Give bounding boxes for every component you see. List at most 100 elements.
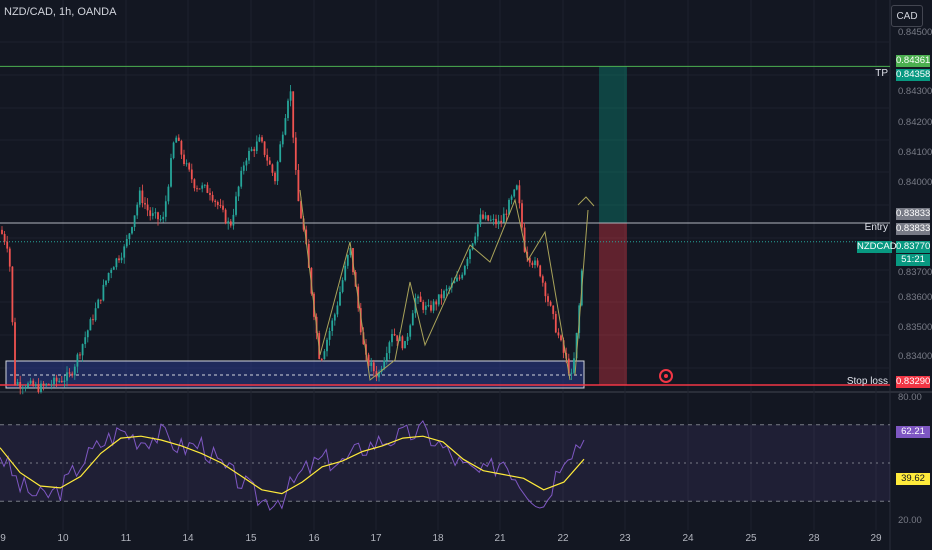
candle-body xyxy=(523,227,526,252)
candle-body xyxy=(547,296,549,302)
price-pane xyxy=(0,0,890,390)
candle-body xyxy=(528,257,531,263)
candle-body xyxy=(89,319,92,331)
candle-body xyxy=(263,141,266,155)
x-tick: 16 xyxy=(308,533,320,544)
candle-body xyxy=(476,224,479,237)
candle-body xyxy=(443,290,445,299)
candle-body xyxy=(430,305,432,311)
x-tick: 10 xyxy=(57,533,69,544)
candle-body xyxy=(172,142,175,159)
candle-body xyxy=(510,196,513,200)
tp-price-tag-2: 0.84358 xyxy=(896,69,931,81)
candle-body xyxy=(383,360,386,369)
candle-body xyxy=(284,118,287,135)
candle-body xyxy=(250,149,253,151)
candle-body xyxy=(268,160,271,165)
y-tick: 0.84300 xyxy=(898,86,932,97)
candle-body xyxy=(417,296,419,299)
candle-body xyxy=(560,335,562,341)
candle-body xyxy=(97,299,100,309)
candle-body xyxy=(66,372,68,381)
candle-body xyxy=(99,299,102,301)
candle-body xyxy=(495,218,497,225)
tp-price-tag: 0.84361 xyxy=(896,55,931,67)
currency-button[interactable]: CAD xyxy=(891,5,923,27)
candle-body xyxy=(232,214,235,226)
x-tick: 28 xyxy=(808,533,820,544)
candle-body xyxy=(120,257,123,261)
candle-body xyxy=(1,229,3,234)
candle-body xyxy=(167,186,170,202)
candle-body xyxy=(328,331,331,340)
candle-body xyxy=(206,184,209,193)
candle-body xyxy=(177,137,180,141)
candle-body xyxy=(362,332,365,345)
candle-body xyxy=(32,380,35,386)
candle-body xyxy=(292,91,295,138)
candle-body xyxy=(482,214,484,219)
candle-body xyxy=(437,294,440,305)
candle-body xyxy=(422,301,425,310)
candle-body xyxy=(229,221,232,226)
candle-body xyxy=(242,165,245,171)
candle-body xyxy=(162,216,165,220)
entry-price-tag-2: 0.83833 xyxy=(896,223,931,235)
rsi-tick: 20.00 xyxy=(898,515,922,526)
candle-body xyxy=(463,265,466,275)
candle-body xyxy=(159,219,162,221)
candle-body xyxy=(541,276,544,283)
candle-body xyxy=(536,260,539,266)
candle-body xyxy=(47,383,50,386)
candle-body xyxy=(136,204,139,216)
stop-loss-label: Stop loss xyxy=(846,376,888,387)
candle-body xyxy=(154,212,157,214)
candle-body xyxy=(133,215,136,228)
candle-body xyxy=(110,269,113,273)
candle-body xyxy=(404,341,406,349)
rsi-line xyxy=(0,419,585,511)
candle-body xyxy=(224,209,227,224)
candle-body xyxy=(297,169,300,202)
candle-body xyxy=(409,325,412,337)
rsi-ma-line xyxy=(0,435,585,495)
candle-body xyxy=(502,213,505,223)
candle-body xyxy=(183,154,185,165)
candle-body xyxy=(323,351,326,360)
candle-body xyxy=(198,188,201,190)
candle-body xyxy=(344,265,347,281)
candle-body xyxy=(453,281,456,284)
candle-body xyxy=(131,227,133,234)
candle-body xyxy=(73,366,76,376)
candle-body xyxy=(539,265,542,277)
candle-body xyxy=(211,194,214,201)
candle-body xyxy=(209,192,211,195)
candle-body xyxy=(170,158,172,187)
candle-body xyxy=(151,213,154,216)
candle-body xyxy=(193,179,196,189)
candle-body xyxy=(86,330,89,338)
rsi-ma-value-tag: 39.62 xyxy=(896,473,930,485)
stop-loss-zone xyxy=(599,222,627,386)
candle-body xyxy=(367,354,370,366)
candle-body xyxy=(19,382,22,388)
candle-body xyxy=(196,188,198,190)
x-tick: 15 xyxy=(245,533,257,544)
x-tick: 21 xyxy=(494,533,506,544)
y-tick: 0.83700 xyxy=(898,267,932,278)
tp-label: TP xyxy=(875,68,888,79)
candle-body xyxy=(157,212,159,220)
candle-body xyxy=(3,233,6,242)
candle-body xyxy=(40,383,42,393)
candle-body xyxy=(227,221,230,224)
candle-body xyxy=(554,313,557,333)
candle-body xyxy=(466,258,469,266)
candle-body xyxy=(84,337,87,345)
candle-body xyxy=(489,219,492,221)
candle-body xyxy=(549,301,552,306)
candle-body xyxy=(37,384,40,393)
candle-body xyxy=(237,186,240,197)
candle-body xyxy=(16,382,19,385)
candle-body xyxy=(391,334,393,343)
